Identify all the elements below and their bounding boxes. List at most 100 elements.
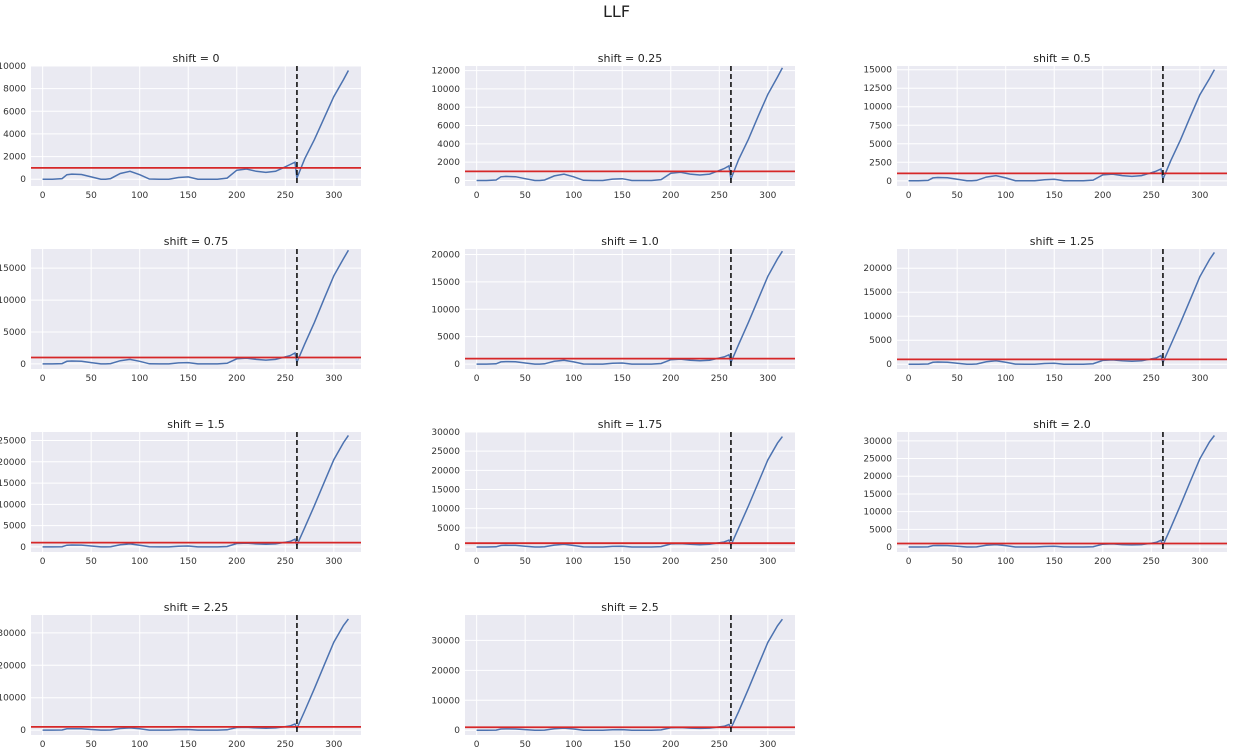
x-tick-label: 150 (180, 191, 197, 201)
x-tick-label: 150 (614, 740, 631, 749)
x-tick-label: 100 (565, 191, 582, 201)
y-tick-label: 15000 (863, 288, 892, 298)
x-tick-label: 300 (759, 557, 776, 567)
x-tick-label: 100 (565, 374, 582, 384)
x-tick-label: 250 (711, 374, 728, 384)
y-tick-label: 15000 (863, 66, 892, 76)
x-tick-label: 100 (565, 557, 582, 567)
y-tick-label: 6000 (3, 107, 26, 117)
x-tick-label: 300 (759, 191, 776, 201)
y-tick-label: 0 (886, 360, 892, 370)
plot-area (31, 615, 361, 735)
x-tick-label: 200 (1094, 191, 1111, 201)
subplot-4: 0 50 100 150 200 250 300 0 5000 10000 15000 shift =… (0, 235, 361, 384)
x-tick-label: 200 (662, 740, 679, 749)
x-tick-label: 200 (228, 191, 245, 201)
x-tick-label: 250 (1143, 557, 1160, 567)
y-tick-label: 0 (20, 726, 26, 736)
x-tick-label: 200 (1094, 374, 1111, 384)
x-tick-label: 50 (519, 557, 531, 567)
y-tick-label: 12000 (431, 67, 460, 77)
y-tick-label: 20000 (0, 661, 26, 671)
y-tick-label: 10000 (431, 505, 460, 515)
x-tick-label: 200 (662, 557, 679, 567)
subplot-title: shift = 0.75 (164, 235, 228, 248)
x-tick-label: 300 (759, 374, 776, 384)
y-tick-label: 25000 (431, 447, 460, 457)
subplot-11: 0 50 100 150 200 250 300 0 10000 20000 30000 shift … (431, 601, 795, 749)
y-tick-label: 10000 (863, 103, 892, 113)
y-tick-label: 10000 (431, 85, 460, 95)
x-tick-label: 50 (85, 740, 97, 749)
x-tick-label: 300 (1191, 374, 1208, 384)
x-tick-label: 200 (662, 374, 679, 384)
y-tick-label: 0 (454, 726, 460, 736)
x-tick-label: 200 (1094, 557, 1111, 567)
y-tick-label: 10000 (0, 500, 26, 510)
plot-area (465, 615, 795, 735)
y-tick-label: 20000 (431, 250, 460, 260)
y-tick-label: 12500 (863, 84, 892, 94)
y-tick-label: 0 (454, 543, 460, 553)
x-tick-label: 0 (474, 557, 480, 567)
y-tick-label: 5000 (3, 522, 26, 532)
x-tick-label: 100 (131, 374, 148, 384)
x-tick-label: 250 (277, 557, 294, 567)
y-tick-label: 7500 (869, 121, 892, 131)
subplot-2: 0 50 100 150 200 250 300 0 2000 4000 6000 8000 10000… (431, 52, 795, 201)
y-tick-label: 20000 (0, 458, 26, 468)
subplot-3: 0 50 100 150 200 250 300 0 2500 5000 7500 10000 1250… (863, 52, 1227, 201)
y-tick-label: 25000 (863, 455, 892, 465)
x-tick-label: 0 (906, 374, 912, 384)
x-tick-label: 300 (325, 191, 342, 201)
x-tick-label: 150 (1046, 557, 1063, 567)
x-tick-label: 150 (614, 191, 631, 201)
x-tick-label: 0 (906, 557, 912, 567)
y-tick-label: 0 (20, 543, 26, 553)
y-tick-label: 10000 (863, 508, 892, 518)
plot-area (897, 432, 1227, 552)
y-tick-label: 10000 (863, 312, 892, 322)
y-tick-label: 15000 (0, 264, 26, 274)
plot-area (31, 249, 361, 369)
subplot-7: 0 50 100 150 200 250 300 0 5000 10000 15000 20000 25… (0, 418, 361, 567)
x-tick-label: 0 (40, 740, 46, 749)
subplot-title: shift = 1.5 (167, 418, 224, 431)
x-tick-label: 50 (85, 374, 97, 384)
x-tick-label: 300 (1191, 191, 1208, 201)
y-tick-label: 5000 (869, 336, 892, 346)
y-tick-label: 15000 (431, 486, 460, 496)
y-tick-label: 15000 (863, 490, 892, 500)
y-tick-label: 30000 (431, 428, 460, 438)
x-tick-label: 0 (474, 191, 480, 201)
x-tick-label: 0 (40, 374, 46, 384)
y-tick-label: 15000 (0, 479, 26, 489)
y-tick-label: 5000 (869, 140, 892, 150)
subplot-title: shift = 0.25 (598, 52, 662, 65)
x-tick-label: 0 (474, 740, 480, 749)
y-tick-label: 30000 (431, 636, 460, 646)
y-tick-label: 10000 (0, 62, 26, 72)
x-tick-label: 150 (1046, 374, 1063, 384)
x-tick-label: 0 (40, 191, 46, 201)
subplot-5: 0 50 100 150 200 250 300 0 5000 10000 15000 20000 sh… (431, 235, 795, 384)
y-tick-label: 8000 (3, 85, 26, 95)
y-tick-label: 20000 (431, 666, 460, 676)
subplot-title: shift = 2.0 (1033, 418, 1090, 431)
x-tick-label: 200 (228, 557, 245, 567)
plot-area (31, 66, 361, 186)
x-tick-label: 300 (759, 740, 776, 749)
y-tick-label: 0 (886, 177, 892, 187)
plot-area (31, 432, 361, 552)
y-tick-label: 8000 (437, 103, 460, 113)
y-tick-label: 5000 (437, 333, 460, 343)
y-tick-label: 0 (20, 175, 26, 185)
subplot-title: shift = 2.25 (164, 601, 228, 614)
plot-area (465, 432, 795, 552)
subplot-title: shift = 1.75 (598, 418, 662, 431)
subplot-8: 0 50 100 150 200 250 300 0 5000 10000 15000 20000 25… (431, 418, 795, 567)
subplot-title: shift = 1.25 (1030, 235, 1094, 248)
figure-title: LLF (602, 2, 631, 21)
y-tick-label: 10000 (0, 694, 26, 704)
x-tick-label: 50 (951, 191, 963, 201)
